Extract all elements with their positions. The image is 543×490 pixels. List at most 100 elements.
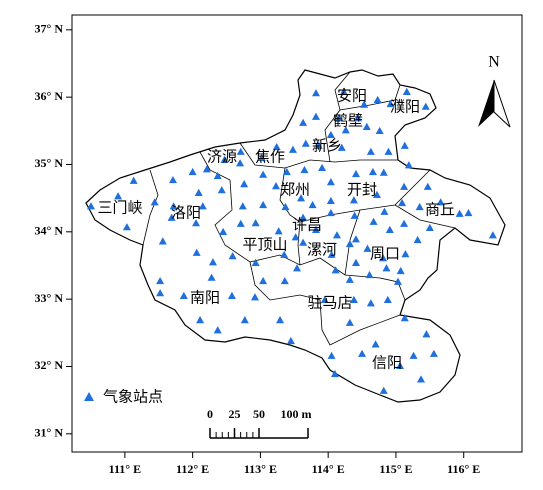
- station: [350, 211, 359, 219]
- station: [401, 250, 410, 258]
- station: [339, 87, 348, 95]
- station: [326, 208, 335, 217]
- station: [327, 250, 336, 258]
- station: [194, 188, 203, 196]
- station: [383, 295, 392, 304]
- station: [271, 182, 280, 190]
- city-label: 郑州: [280, 181, 310, 199]
- station: [384, 147, 393, 155]
- station: [259, 276, 268, 285]
- station: [202, 165, 211, 173]
- station: [192, 219, 201, 227]
- y-tick-label: 35° N: [35, 156, 64, 170]
- station: [365, 270, 374, 279]
- y-tick-label: 32° N: [35, 358, 64, 372]
- city-label: 驻马店: [307, 294, 352, 312]
- station: [400, 314, 409, 322]
- station: [415, 202, 424, 211]
- station: [251, 219, 260, 227]
- station: [314, 141, 323, 149]
- station: [379, 386, 388, 394]
- station: [281, 202, 290, 211]
- station: [227, 291, 236, 299]
- station: [114, 192, 123, 200]
- station: [217, 186, 226, 194]
- station: [393, 277, 402, 285]
- scale-label: 50: [253, 407, 265, 421]
- station: [259, 170, 268, 178]
- scale-label: 25: [229, 407, 241, 421]
- x-tick-label: 115° E: [379, 462, 412, 476]
- y-tick-label: 33° N: [35, 291, 64, 305]
- station: [272, 142, 281, 151]
- station: [291, 233, 300, 241]
- station: [326, 177, 335, 186]
- station: [293, 264, 301, 272]
- station: [386, 99, 395, 108]
- city-label: 濮阳: [390, 98, 420, 116]
- station: [404, 161, 413, 169]
- station: [282, 167, 291, 176]
- station: [280, 250, 289, 258]
- station: [425, 223, 434, 231]
- station: [169, 202, 178, 210]
- station: [358, 349, 367, 357]
- station: [373, 95, 382, 104]
- city-label: 济源: [207, 148, 237, 166]
- city-label: 信阳: [372, 354, 402, 372]
- station: [379, 254, 388, 262]
- station: [455, 209, 464, 217]
- legend-marker: [84, 392, 94, 401]
- y-tick-label: 34° N: [35, 224, 64, 238]
- station: [299, 118, 308, 126]
- station: [311, 225, 320, 233]
- station: [192, 248, 201, 256]
- station: [250, 293, 259, 301]
- station: [179, 291, 188, 299]
- station: [423, 182, 432, 190]
- station: [360, 100, 369, 108]
- station: [398, 198, 407, 207]
- city-label: 漯河: [307, 241, 337, 259]
- station: [375, 126, 384, 135]
- station: [86, 202, 95, 210]
- station: [228, 252, 237, 260]
- station: [421, 102, 430, 110]
- x-tick-label: 111° E: [109, 462, 141, 476]
- station: [274, 227, 283, 235]
- station: [156, 276, 165, 285]
- station: [238, 202, 247, 210]
- station: [331, 266, 340, 274]
- station: [366, 299, 375, 307]
- station: [400, 219, 409, 227]
- station: [167, 213, 176, 221]
- city-label: 三门峡: [97, 199, 142, 217]
- city-label: 焦作: [255, 148, 285, 166]
- station: [349, 196, 358, 204]
- station: [327, 351, 336, 359]
- city-label: 安阳: [337, 87, 367, 105]
- station: [299, 213, 308, 221]
- x-tick-label: 114° E: [312, 462, 345, 476]
- station: [198, 202, 207, 210]
- station: [251, 258, 260, 266]
- station: [311, 112, 320, 120]
- station: [301, 139, 310, 147]
- city-label: 新乡: [312, 137, 342, 155]
- station: [240, 180, 249, 188]
- station: [208, 258, 217, 266]
- station: [379, 168, 388, 176]
- station: [353, 114, 362, 122]
- station: [150, 198, 159, 206]
- station: [362, 122, 371, 130]
- station: [369, 217, 378, 225]
- station: [213, 171, 222, 180]
- station: [286, 336, 295, 345]
- station: [366, 147, 375, 155]
- station: [400, 141, 409, 149]
- station: [288, 145, 297, 153]
- north-label: N: [488, 54, 500, 71]
- city-label: 周口: [370, 245, 400, 263]
